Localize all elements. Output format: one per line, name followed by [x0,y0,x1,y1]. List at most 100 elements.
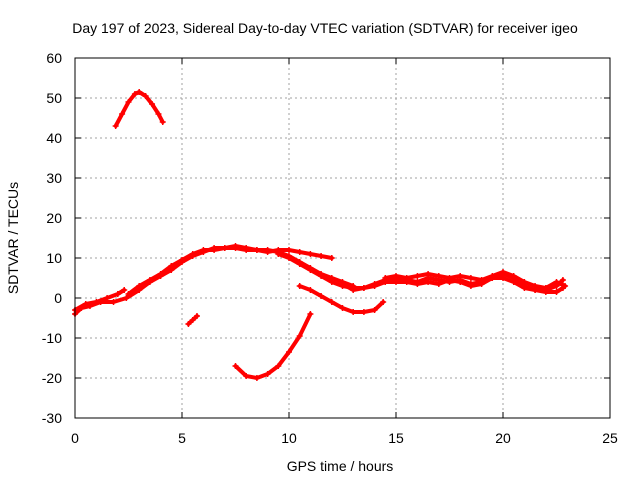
data-point [393,273,399,279]
data-point [253,375,260,381]
data-point [380,299,387,305]
data-point [542,285,549,291]
data-point [193,313,200,319]
data-point [185,321,192,327]
data-point [296,333,303,339]
series-line [276,252,565,294]
data-point [179,257,185,263]
data-point [221,245,228,251]
data-point [425,271,432,277]
data-point [328,299,335,305]
data-point [521,285,528,291]
data-point [360,309,367,315]
data-point [142,93,149,99]
data-point [125,99,132,105]
x-tick-label: 5 [178,430,186,446]
data-point [264,371,271,377]
y-axis-ticks: -30 -20 -10 0 10 20 30 40 50 60 [42,50,610,426]
data-point [318,253,325,259]
data-point [275,363,282,369]
data-point [521,279,528,285]
data-point [382,275,389,281]
data-point [286,247,292,253]
data-point [403,275,410,281]
data-series-layer [72,89,569,381]
data-point [189,317,196,323]
data-point [318,273,325,279]
data-point [121,287,128,293]
series-arc-5 [72,287,128,313]
data-point [414,273,421,279]
x-tick-label: 15 [388,430,404,446]
data-point [562,283,569,289]
data-point [467,283,474,289]
x-tick-label: 20 [495,430,511,446]
plot-frame [74,57,611,419]
data-point [119,111,126,117]
data-point [328,279,335,285]
data-point [318,293,325,299]
y-tick-label: -10 [42,330,62,346]
data-point [275,251,282,257]
y-tick-label: -20 [42,370,62,386]
series-line [113,90,165,128]
data-point [350,287,357,293]
data-point [457,273,464,279]
x-axis-ticks: 0 5 10 15 20 25 [71,58,618,446]
series-arc-1 [112,89,166,129]
data-point [500,275,506,281]
series-arc-6 [125,245,335,297]
data-point [93,299,100,305]
y-tick-label: 30 [46,170,62,186]
data-point [553,279,560,285]
grid [75,58,610,418]
data-point [146,277,153,283]
data-point [414,281,421,287]
data-point [553,289,560,295]
data-point [168,263,175,269]
data-point [123,295,130,301]
data-point [136,283,143,289]
data-point [232,363,239,369]
data-point [307,287,314,293]
data-point [157,271,164,277]
data-point [104,295,111,301]
x-tick-label: 0 [71,430,79,446]
data-point [307,251,314,257]
data-point [371,283,378,289]
y-tick-label: 60 [46,50,62,66]
data-point [510,273,517,279]
data-point [339,305,346,311]
data-point [125,291,132,297]
data-point [286,255,292,261]
data-point [149,101,156,107]
data-point [350,309,357,315]
data-point [510,279,517,285]
y-tick-label: -30 [42,410,62,426]
data-point [478,277,485,283]
data-point [532,283,539,289]
data-point [131,91,138,97]
data-point [559,277,566,283]
data-point [425,279,432,285]
series-arc-2 [185,313,200,327]
data-point [82,301,89,307]
data-point [371,307,378,313]
data-point [136,89,143,95]
data-point [112,123,119,129]
data-point [114,291,121,297]
data-point [446,275,453,281]
data-point [155,111,162,117]
data-point [253,247,260,253]
data-point [286,349,292,355]
x-tick-label: 25 [602,430,618,446]
data-point [243,247,250,253]
series-line [340,276,565,292]
data-point [189,251,196,257]
data-point [467,275,474,281]
data-point [264,249,271,255]
y-axis-label: SDTVAR / TECUs [5,182,21,294]
y-tick-label: 50 [46,90,62,106]
series-arc-10 [382,269,569,291]
